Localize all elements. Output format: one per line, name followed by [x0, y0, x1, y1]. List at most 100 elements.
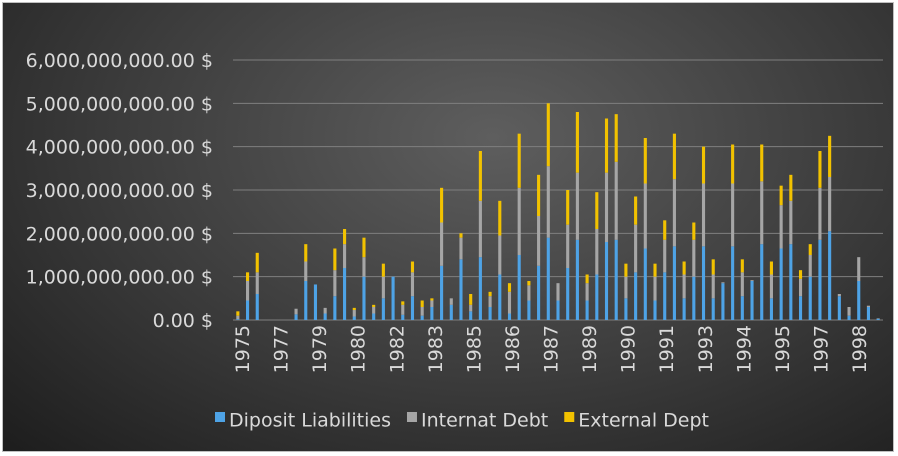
bar-segment-external-52	[740, 259, 744, 273]
bar-segment-external-30	[527, 281, 531, 286]
bar-segment-internat-35	[575, 172, 579, 240]
x-tick-label: 1994	[733, 325, 755, 373]
bar-segment-diposit-20	[430, 307, 434, 320]
bar-segment-diposit-55	[769, 298, 773, 320]
bar-segment-internat-38	[604, 172, 609, 242]
bar-segment-diposit-2	[255, 294, 259, 320]
bar-segment-diposit-47	[692, 276, 696, 320]
bar-segment-external-47	[692, 222, 696, 240]
bar-segment-diposit-40	[624, 298, 628, 320]
bar-segment-external-31	[537, 174, 541, 216]
bar-segment-external-40	[624, 263, 628, 277]
x-tick-label: 1989	[579, 325, 601, 373]
bar-segment-internat-0	[236, 315, 240, 320]
bar-segment-diposit-22	[449, 304, 453, 320]
bar-segment-internat-63	[847, 307, 851, 316]
bar-segment-external-49	[711, 259, 715, 275]
y-tick-label: 3,000,000,000.00 $	[26, 180, 213, 202]
bar-segment-diposit-30	[527, 300, 531, 320]
bar-segment-external-35	[575, 112, 579, 173]
bar-segment-external-54	[760, 144, 764, 182]
gridlines	[233, 59, 883, 321]
bar-segment-internat-1	[246, 281, 250, 301]
bar-segment-diposit-15	[381, 298, 385, 320]
bar-segment-diposit-34	[566, 268, 570, 320]
bar-segment-internat-11	[343, 244, 347, 268]
bar-segment-internat-34	[566, 224, 570, 268]
y-tick-label: 0.00 $	[153, 310, 213, 332]
bar-segment-diposit-65	[866, 307, 870, 320]
bar-segment-external-19	[420, 300, 424, 307]
bar-segment-diposit-17	[401, 314, 405, 320]
bar-segment-diposit-56	[779, 248, 783, 320]
x-axis-tick-labels: 1975 1977 1979 1980 1982 1983 1985 1986 1987 1989…	[232, 325, 871, 373]
bar-segment-internat-39	[614, 161, 618, 240]
bar-segment-external-56	[779, 185, 783, 206]
bar-segment-diposit-54	[760, 244, 764, 320]
bar-segment-internat-42	[643, 183, 647, 249]
bar-segment-diposit-50	[721, 283, 725, 320]
bar-segment-diposit-12	[352, 316, 356, 320]
bar-segment-diposit-37	[595, 274, 599, 320]
bar-segment-internat-59	[808, 255, 812, 277]
bar-segment-diposit-1	[246, 300, 250, 320]
bar-segment-external-29	[517, 133, 521, 188]
bar-segment-diposit-23	[459, 259, 463, 320]
x-tick-label: 1985	[463, 325, 485, 373]
bar-segment-internat-32	[546, 166, 550, 238]
bar-segment-external-14	[372, 304, 376, 307]
y-tick-label: 2,000,000,000.00 $	[26, 223, 213, 245]
bar-segment-diposit-66	[876, 318, 880, 320]
legend-label: Diposit Liabilities	[229, 410, 391, 432]
x-tick-label: 1990	[618, 325, 640, 373]
bar-segment-diposit-32	[546, 237, 550, 320]
bar-segment-internat-20	[430, 300, 434, 307]
bar-segment-external-61	[828, 135, 832, 177]
bars	[236, 103, 880, 320]
bar-segment-diposit-60	[818, 239, 822, 320]
bar-segment-internat-40	[624, 276, 628, 299]
bar-segment-external-12	[352, 307, 356, 311]
legend-swatch	[564, 412, 575, 422]
bar-segment-external-48	[701, 146, 706, 184]
bar-segment-diposit-46	[682, 298, 686, 320]
x-tick-label: 1977	[271, 325, 293, 373]
bar-segment-internat-50	[721, 282, 725, 284]
bar-segment-internat-10	[333, 270, 337, 297]
bar-segment-diposit-7	[304, 281, 308, 320]
bar-segment-diposit-62	[837, 296, 841, 320]
bar-segment-diposit-57	[789, 244, 793, 320]
y-tick-label: 1,000,000,000.00 $	[26, 267, 213, 289]
bar-segment-external-24	[469, 294, 473, 305]
bar-segment-diposit-61	[828, 231, 832, 320]
bar-segment-internat-27	[498, 235, 502, 275]
stacked-bar-chart: 0.00 $ 1,000,000,000.00 $ 2,000,000,000.00…	[26, 50, 883, 432]
legend: Diposit Liabilities Internat Debt External…	[215, 410, 709, 432]
bar-segment-diposit-35	[575, 239, 579, 320]
bar-segment-diposit-63	[847, 315, 851, 320]
bar-segment-diposit-21	[440, 265, 444, 320]
bar-segment-diposit-38	[604, 242, 609, 320]
bar-segment-external-42	[643, 138, 647, 184]
bar-segment-internat-60	[818, 187, 822, 240]
bar-segment-internat-28	[507, 291, 512, 314]
bar-segment-internat-64	[857, 257, 861, 281]
bar-segment-external-44	[663, 220, 667, 240]
bar-segment-external-18	[410, 261, 415, 273]
bar-segment-external-7	[304, 244, 308, 262]
bar-segment-diposit-26	[488, 307, 492, 320]
bar-segment-internat-36	[585, 283, 589, 301]
bar-segment-diposit-29	[517, 255, 521, 320]
bar-segment-internat-55	[769, 274, 773, 299]
x-tick-label: 1997	[810, 325, 832, 373]
bar-segment-external-1	[246, 272, 250, 281]
bar-segment-external-32	[546, 103, 550, 167]
bar-segment-external-41	[634, 196, 638, 225]
y-tick-label: 6,000,000,000.00 $	[26, 50, 213, 72]
bar-segment-internat-52	[740, 272, 744, 297]
bar-segment-internat-21	[440, 222, 444, 266]
bar-segment-external-25	[478, 151, 482, 201]
x-tick-label: 1980	[348, 325, 370, 373]
bar-segment-external-39	[614, 114, 618, 162]
